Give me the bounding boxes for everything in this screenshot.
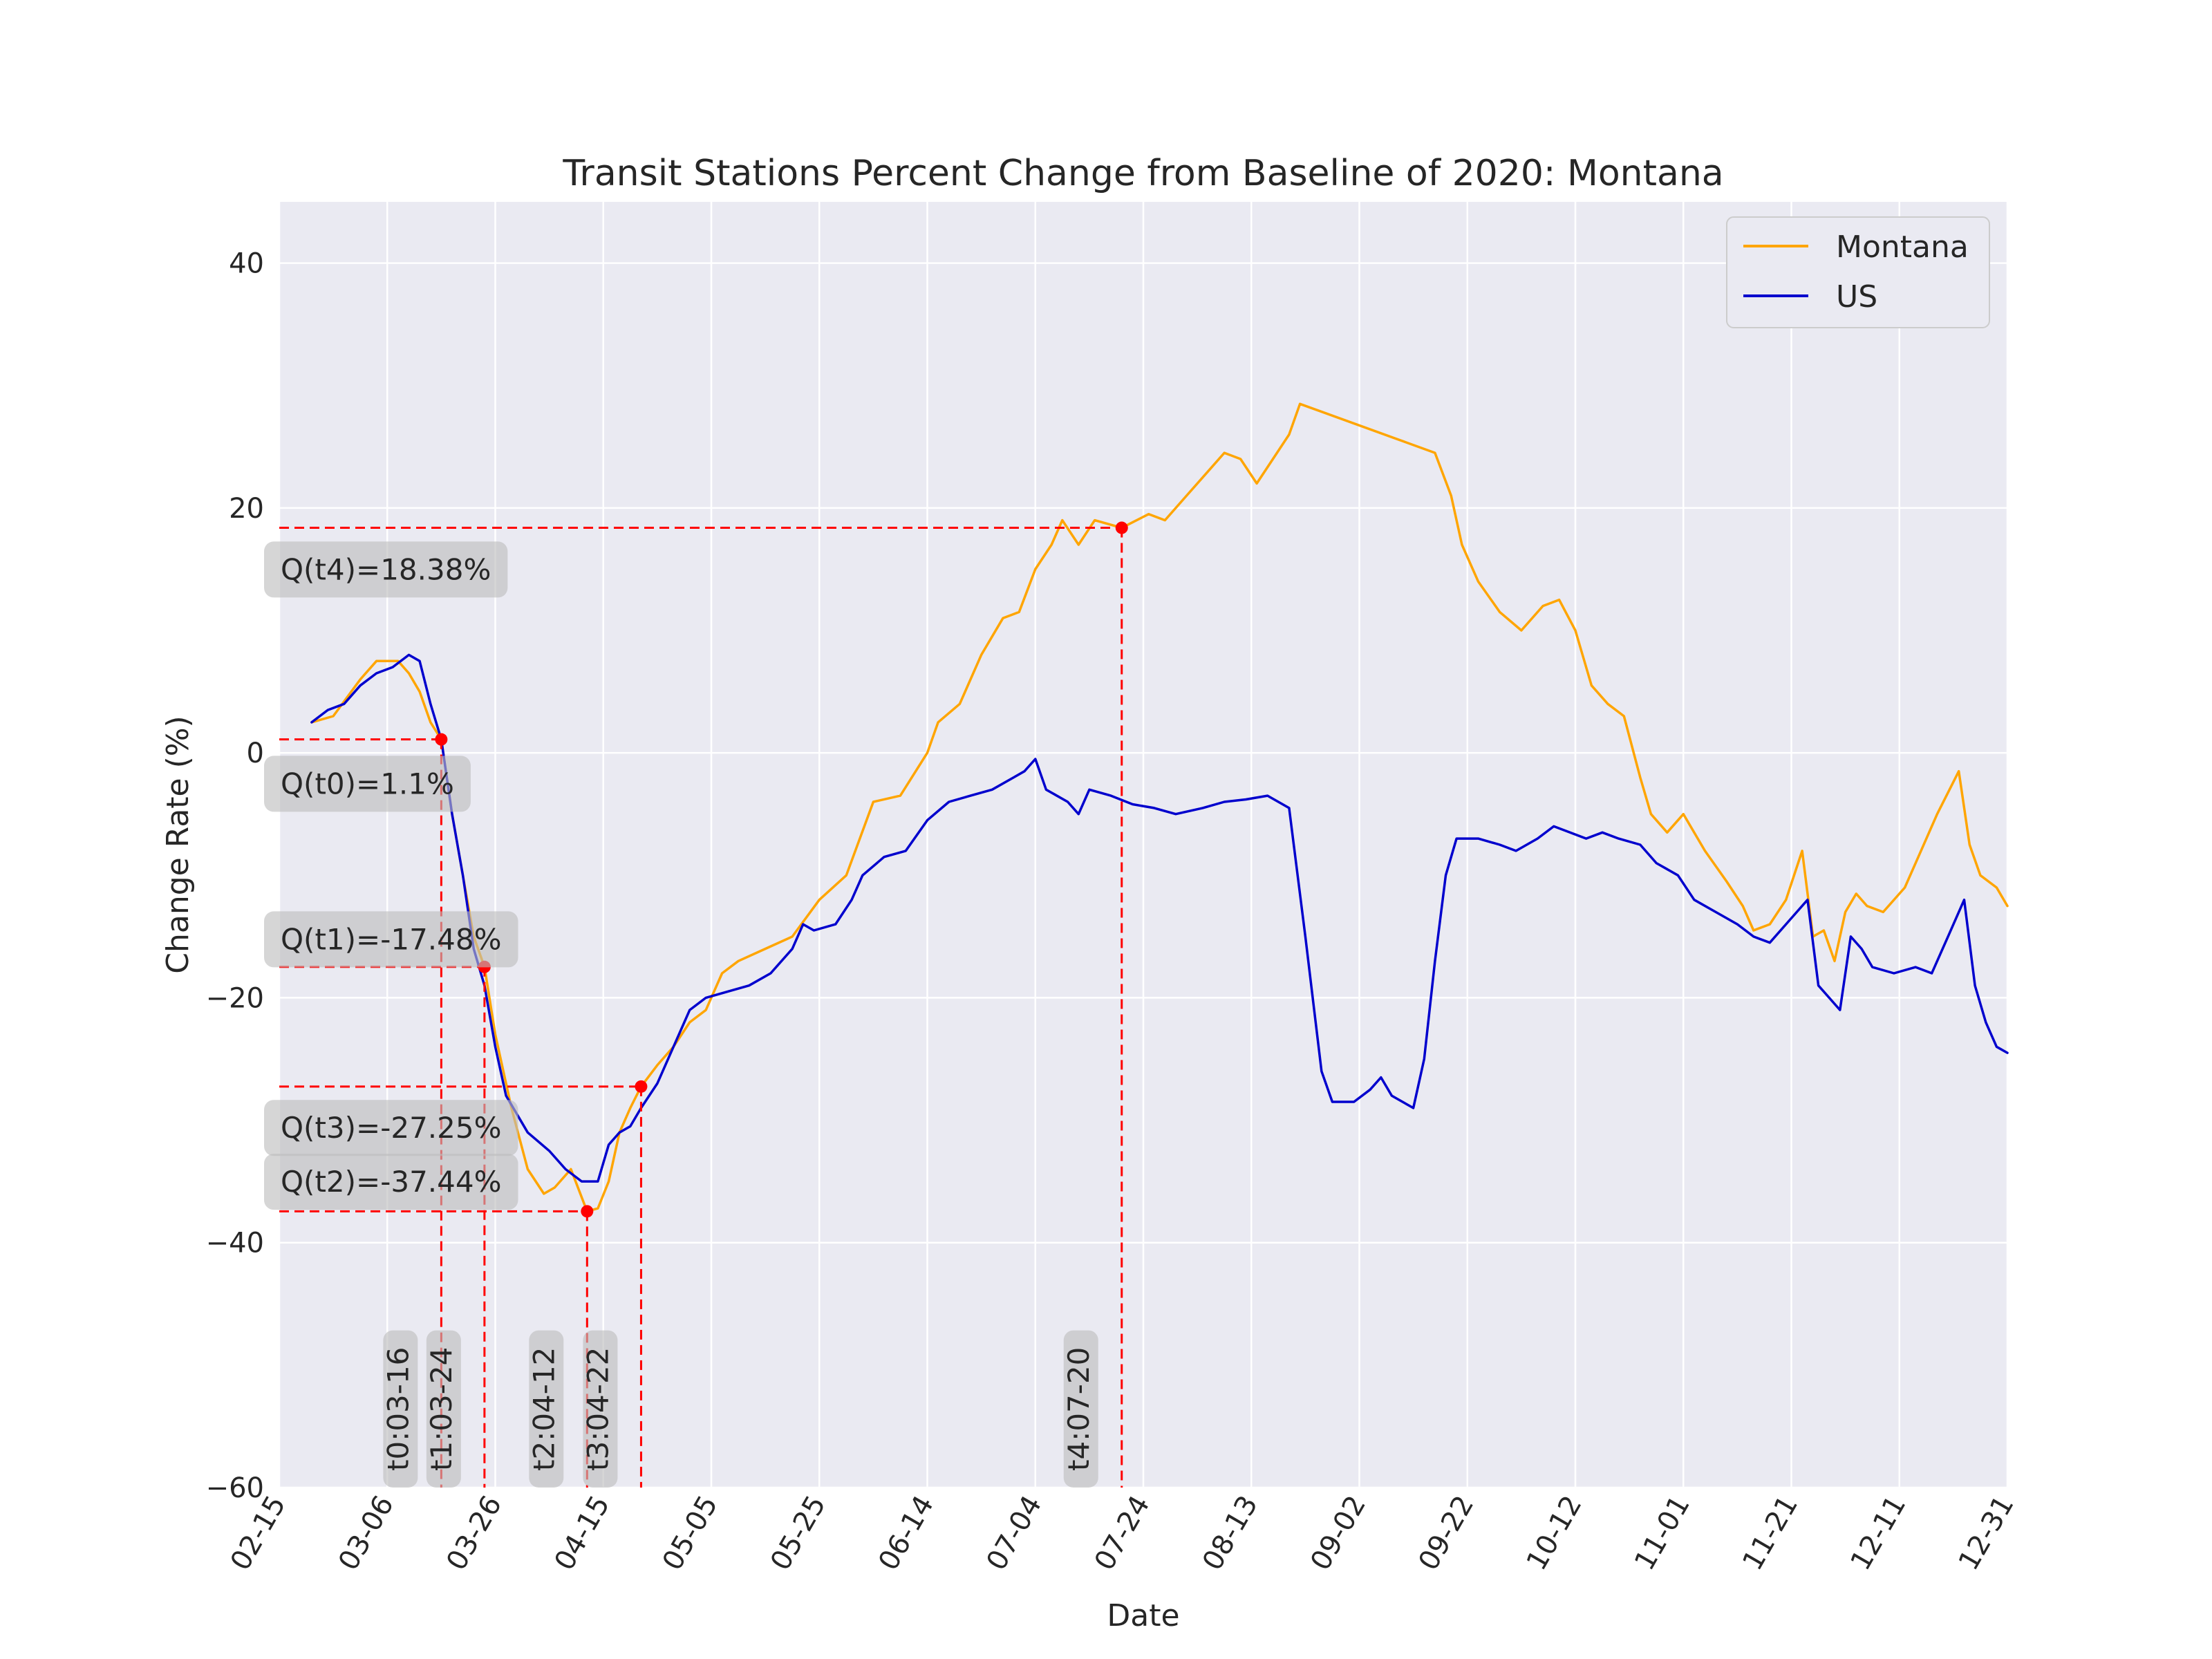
value-label-box-t2 <box>264 1154 518 1210</box>
y-tick-label: 40 <box>229 248 264 280</box>
value-label-box-t1 <box>264 911 518 968</box>
value-label-box-t3 <box>264 1100 518 1156</box>
date-label-t3: t3:04-22 <box>581 1330 618 1488</box>
x-tick-label: 07-04 <box>980 1490 1048 1576</box>
value-label-box-t4 <box>264 541 508 598</box>
x-tick-label: 10-12 <box>1521 1490 1588 1576</box>
x-tick-label: 04-15 <box>548 1490 616 1576</box>
value-label-text-t4: Q(t4)=18.38% <box>281 552 491 586</box>
annotation-labels: Q(t0)=1.1% t0:03-16 Q(t1)=-17.48% t1:03-24 Q… <box>264 541 1098 1488</box>
x-tick-label: 08-13 <box>1197 1490 1264 1576</box>
legend: Montana US <box>1726 216 1990 328</box>
date-label-t4: t4:07-20 <box>1062 1330 1098 1488</box>
marker-t0 <box>435 733 448 746</box>
series-line-us <box>310 653 2009 1183</box>
x-tick-label: 05-25 <box>765 1490 832 1576</box>
y-tick-label: −60 <box>206 1472 264 1504</box>
legend-label-us: US <box>1836 279 1877 315</box>
x-tick-label: 05-05 <box>657 1490 724 1576</box>
y-tick-label: 20 <box>229 493 264 525</box>
y-tick-label: 0 <box>247 738 264 769</box>
x-tick-label: 07-24 <box>1089 1490 1156 1576</box>
date-label-t0: t0:03-16 <box>381 1330 418 1488</box>
date-label-text-t3: t3:04-22 <box>581 1347 615 1471</box>
date-label-text-t2: t2:04-12 <box>527 1347 561 1471</box>
value-label-t4: Q(t4)=18.38% <box>264 541 508 598</box>
date-label-t1: t1:03-24 <box>424 1330 461 1488</box>
x-tick-label: 03-06 <box>332 1490 400 1576</box>
date-label-box-t3 <box>583 1330 618 1488</box>
value-label-t2: Q(t2)=-37.44% <box>264 1154 518 1210</box>
date-label-box-t0 <box>383 1330 418 1488</box>
chart-title: Transit Stations Percent Change from Bas… <box>562 153 1723 194</box>
y-tick-label: −20 <box>206 982 264 1014</box>
date-label-t2: t2:04-12 <box>527 1330 564 1488</box>
value-label-t0: Q(t0)=1.1% <box>264 756 471 812</box>
legend-label-montana: Montana <box>1836 229 1969 265</box>
value-label-text-t0: Q(t0)=1.1% <box>281 767 454 800</box>
x-tick-label: 11-01 <box>1629 1490 1696 1576</box>
marker-t2 <box>581 1205 594 1218</box>
date-label-box-t1 <box>426 1330 461 1488</box>
date-label-text-t4: t4:07-20 <box>1062 1347 1096 1471</box>
y-tick-label: −40 <box>206 1228 264 1259</box>
marker-t4 <box>1115 521 1128 534</box>
x-tick-label: 12-31 <box>1953 1490 2021 1576</box>
marker-t3 <box>635 1080 648 1093</box>
grid-lines <box>278 202 2009 1489</box>
x-tick-label: 03-26 <box>440 1490 508 1576</box>
value-label-t1: Q(t1)=-17.48% <box>264 911 518 968</box>
y-axis-ticks: 40 20 0 −20 −40 −60 <box>206 248 264 1504</box>
x-tick-label: 09-22 <box>1412 1490 1480 1576</box>
x-tick-label: 06-14 <box>872 1490 940 1576</box>
x-axis-ticks: 02-15 03-06 03-26 04-15 05-05 05-25 06-14 07-04… <box>225 1490 2021 1576</box>
x-tick-label: 11-21 <box>1736 1490 1804 1576</box>
value-label-text-t1: Q(t1)=-17.48% <box>281 922 502 956</box>
value-label-box-t0 <box>264 756 471 812</box>
y-axis-label: Change Rate (%) <box>160 715 196 973</box>
value-label-t3: Q(t3)=-27.25% <box>264 1100 518 1156</box>
value-label-text-t2: Q(t2)=-37.44% <box>281 1165 502 1199</box>
x-tick-label: 12-11 <box>1844 1490 1912 1576</box>
x-axis-label: Date <box>1107 1598 1179 1633</box>
date-label-text-t1: t1:03-24 <box>424 1347 458 1471</box>
date-label-text-t0: t0:03-16 <box>381 1347 415 1471</box>
date-label-box-t2 <box>529 1330 564 1488</box>
date-label-box-t4 <box>1063 1330 1098 1488</box>
value-label-text-t3: Q(t3)=-27.25% <box>281 1111 502 1145</box>
x-tick-label: 09-02 <box>1304 1490 1372 1576</box>
